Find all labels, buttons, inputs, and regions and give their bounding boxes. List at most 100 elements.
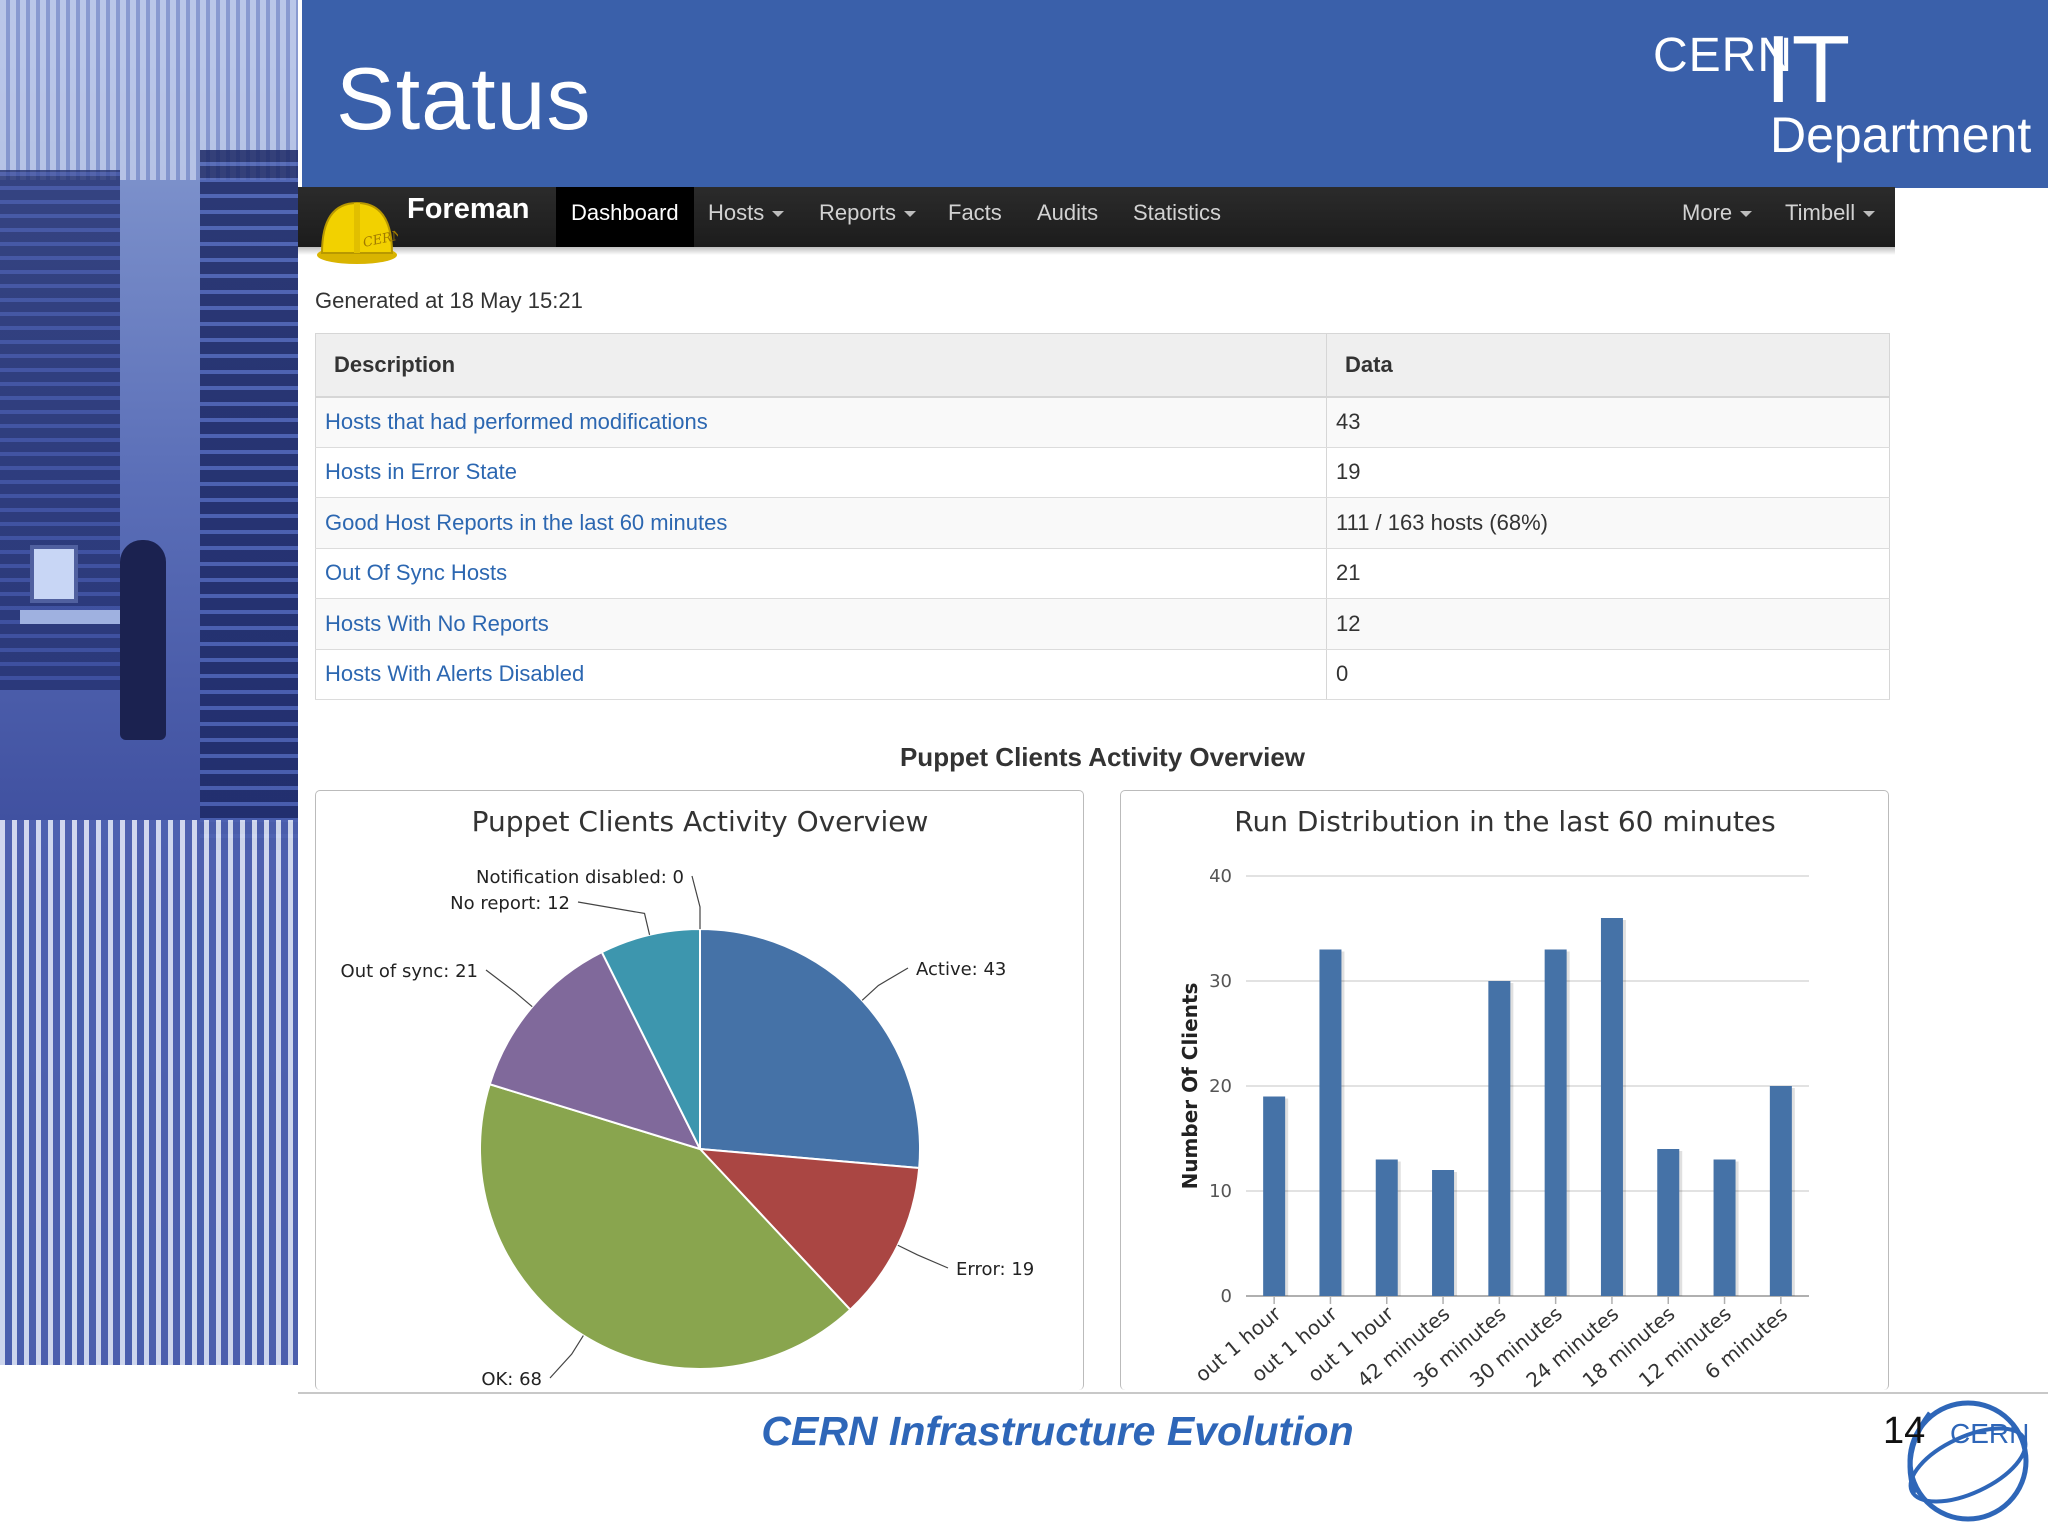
table-row: Hosts that had performed modifications 4… [315,396,1890,448]
pie-connector [549,1335,584,1379]
foreman-brand[interactable]: Foreman [407,193,530,225]
nav-more[interactable]: More [1682,187,1753,247]
nav-dashboard[interactable]: Dashboard [556,187,694,247]
data-cell: 19 [1326,447,1890,498]
pie-slice-out-of-sync [488,950,702,1151]
data-cell: 21 [1326,548,1890,599]
description-link[interactable]: Hosts in Error State [325,459,517,485]
table-row: Hosts With Alerts Disabled 0 [315,649,1890,700]
slide-header [302,0,2048,188]
nav-reports[interactable]: Reports [819,187,917,247]
nav-more-label: More [1682,200,1733,225]
description-link[interactable]: Out Of Sync Hosts [325,560,508,586]
table-row: Hosts in Error State 19 [315,447,1890,498]
y-tick-label: 20 [1209,1076,1232,1097]
description-link[interactable]: Hosts With Alerts Disabled [325,661,585,687]
helmet-cern-text: CERN [362,228,398,251]
nav-statistics[interactable]: Statistics [1133,187,1221,247]
data-cell: 0 [1326,649,1890,700]
nav-statistics-label: Statistics [1133,200,1222,225]
description-cell: Hosts With Alerts Disabled [315,649,1327,700]
data-cell: 12 [1326,598,1890,650]
cern-it-logo: CERN IT Department [1650,22,2040,172]
pie-connector [577,901,651,935]
bar [1769,1086,1792,1296]
table-row: Out Of Sync Hosts 21 [315,548,1890,599]
nav-hosts[interactable]: Hosts [708,187,785,247]
pie-slice-ok [479,1082,852,1370]
column-header-data[interactable]: Data [1326,333,1890,398]
description-cell: Hosts in Error State [315,447,1327,498]
seal-text: CERN [1950,1418,2029,1449]
pie-label: No report: 12 [450,893,570,914]
section-title: Puppet Clients Activity Overview [899,742,1306,772]
pie-chart-panel: Puppet Clients Activity Overview Active: … [315,790,1084,1390]
slide-title: Status [336,49,592,148]
logo-cern-text: CERN [1653,29,1794,82]
nav-reports-label: Reports [819,200,897,225]
chevron-down-icon [772,211,785,218]
bar [1713,1159,1736,1296]
description-cell: Hosts With No Reports [315,598,1327,650]
pie-chart-title: Puppet Clients Activity Overview [472,805,929,838]
logo-it-text: IT [1765,16,1851,123]
nav-hosts-label: Hosts [708,200,765,225]
helmet-logo-icon[interactable]: CERN [316,195,398,267]
nav-facts-label: Facts [948,200,1002,225]
pie-connector [861,967,909,1001]
y-tick-label: 10 [1209,1181,1232,1202]
cern-seal-icon: CERN [1907,1400,2029,1522]
nav-audits-label: Audits [1037,200,1099,225]
pie-label: Active: 43 [916,959,1006,980]
description-cell: Out Of Sync Hosts [315,548,1327,599]
nav-user-menu[interactable]: Timbell [1785,187,1876,247]
bar [1488,981,1511,1296]
bar [1544,949,1567,1296]
table-row: Good Host Reports in the last 60 minutes… [315,497,1890,549]
page-number: 14 [1883,1410,1926,1452]
bar-chart: Run Distribution in the last 60 minutes 0… [1178,805,1809,1390]
y-tick-label: 40 [1209,866,1232,887]
pie-connector [691,875,701,929]
chevron-down-icon [1863,211,1876,218]
logo-department-text: Department [1770,107,2032,163]
data-cell: 111 / 163 hosts (68%) [1326,497,1890,549]
column-header-description[interactable]: Description [315,333,1327,398]
table-header-row: Description Data [315,333,1890,398]
nav-audits[interactable]: Audits [1037,187,1098,247]
pie-label: Out of sync: 21 [341,961,478,982]
y-tick-label: 0 [1221,1286,1232,1307]
description-link[interactable]: Hosts With No Reports [325,610,549,636]
chevron-down-icon [904,211,917,218]
description-link[interactable]: Good Host Reports in the last 60 minutes [325,509,728,535]
bar [1600,918,1623,1296]
bar [1657,1149,1680,1296]
nav-facts[interactable]: Facts [948,187,1002,247]
bar-chart-panel: Run Distribution in the last 60 minutes 0… [1120,790,1889,1390]
nav-dashboard-label: Dashboard [571,200,679,225]
description-link[interactable]: Hosts that had performed modifications [325,409,708,434]
pie-slice-no-report [600,927,701,1150]
bar [1319,949,1342,1296]
pie-label: OK: 68 [481,1369,542,1390]
bar [1432,1170,1455,1296]
status-table: Description Data Hosts that had performe… [315,333,1890,700]
pie-connector [897,1244,949,1269]
y-tick-label: 30 [1209,971,1232,992]
datacenter-photo [0,0,298,1365]
chevron-down-icon [1740,211,1753,218]
data-cell: 43 [1326,396,1890,448]
generated-timestamp: Generated at 18 May 15:21 [315,288,583,313]
bar-chart-title: Run Distribution in the last 60 minutes [1234,805,1775,838]
pie-connector [485,969,533,1008]
description-cell: Hosts that had performed modifications [315,396,1327,448]
pie-label: Error: 19 [956,1259,1034,1280]
pie-slice-error [697,1147,921,1312]
pie-chart: Puppet Clients Activity Overview Active: … [341,805,1035,1390]
bar [1263,1096,1286,1296]
nav-user-label: Timbell [1785,200,1856,225]
bar [1375,1159,1398,1296]
y-axis-label: Number Of Clients [1178,983,1202,1190]
description-cell: Good Host Reports in the last 60 minutes [315,497,1327,549]
